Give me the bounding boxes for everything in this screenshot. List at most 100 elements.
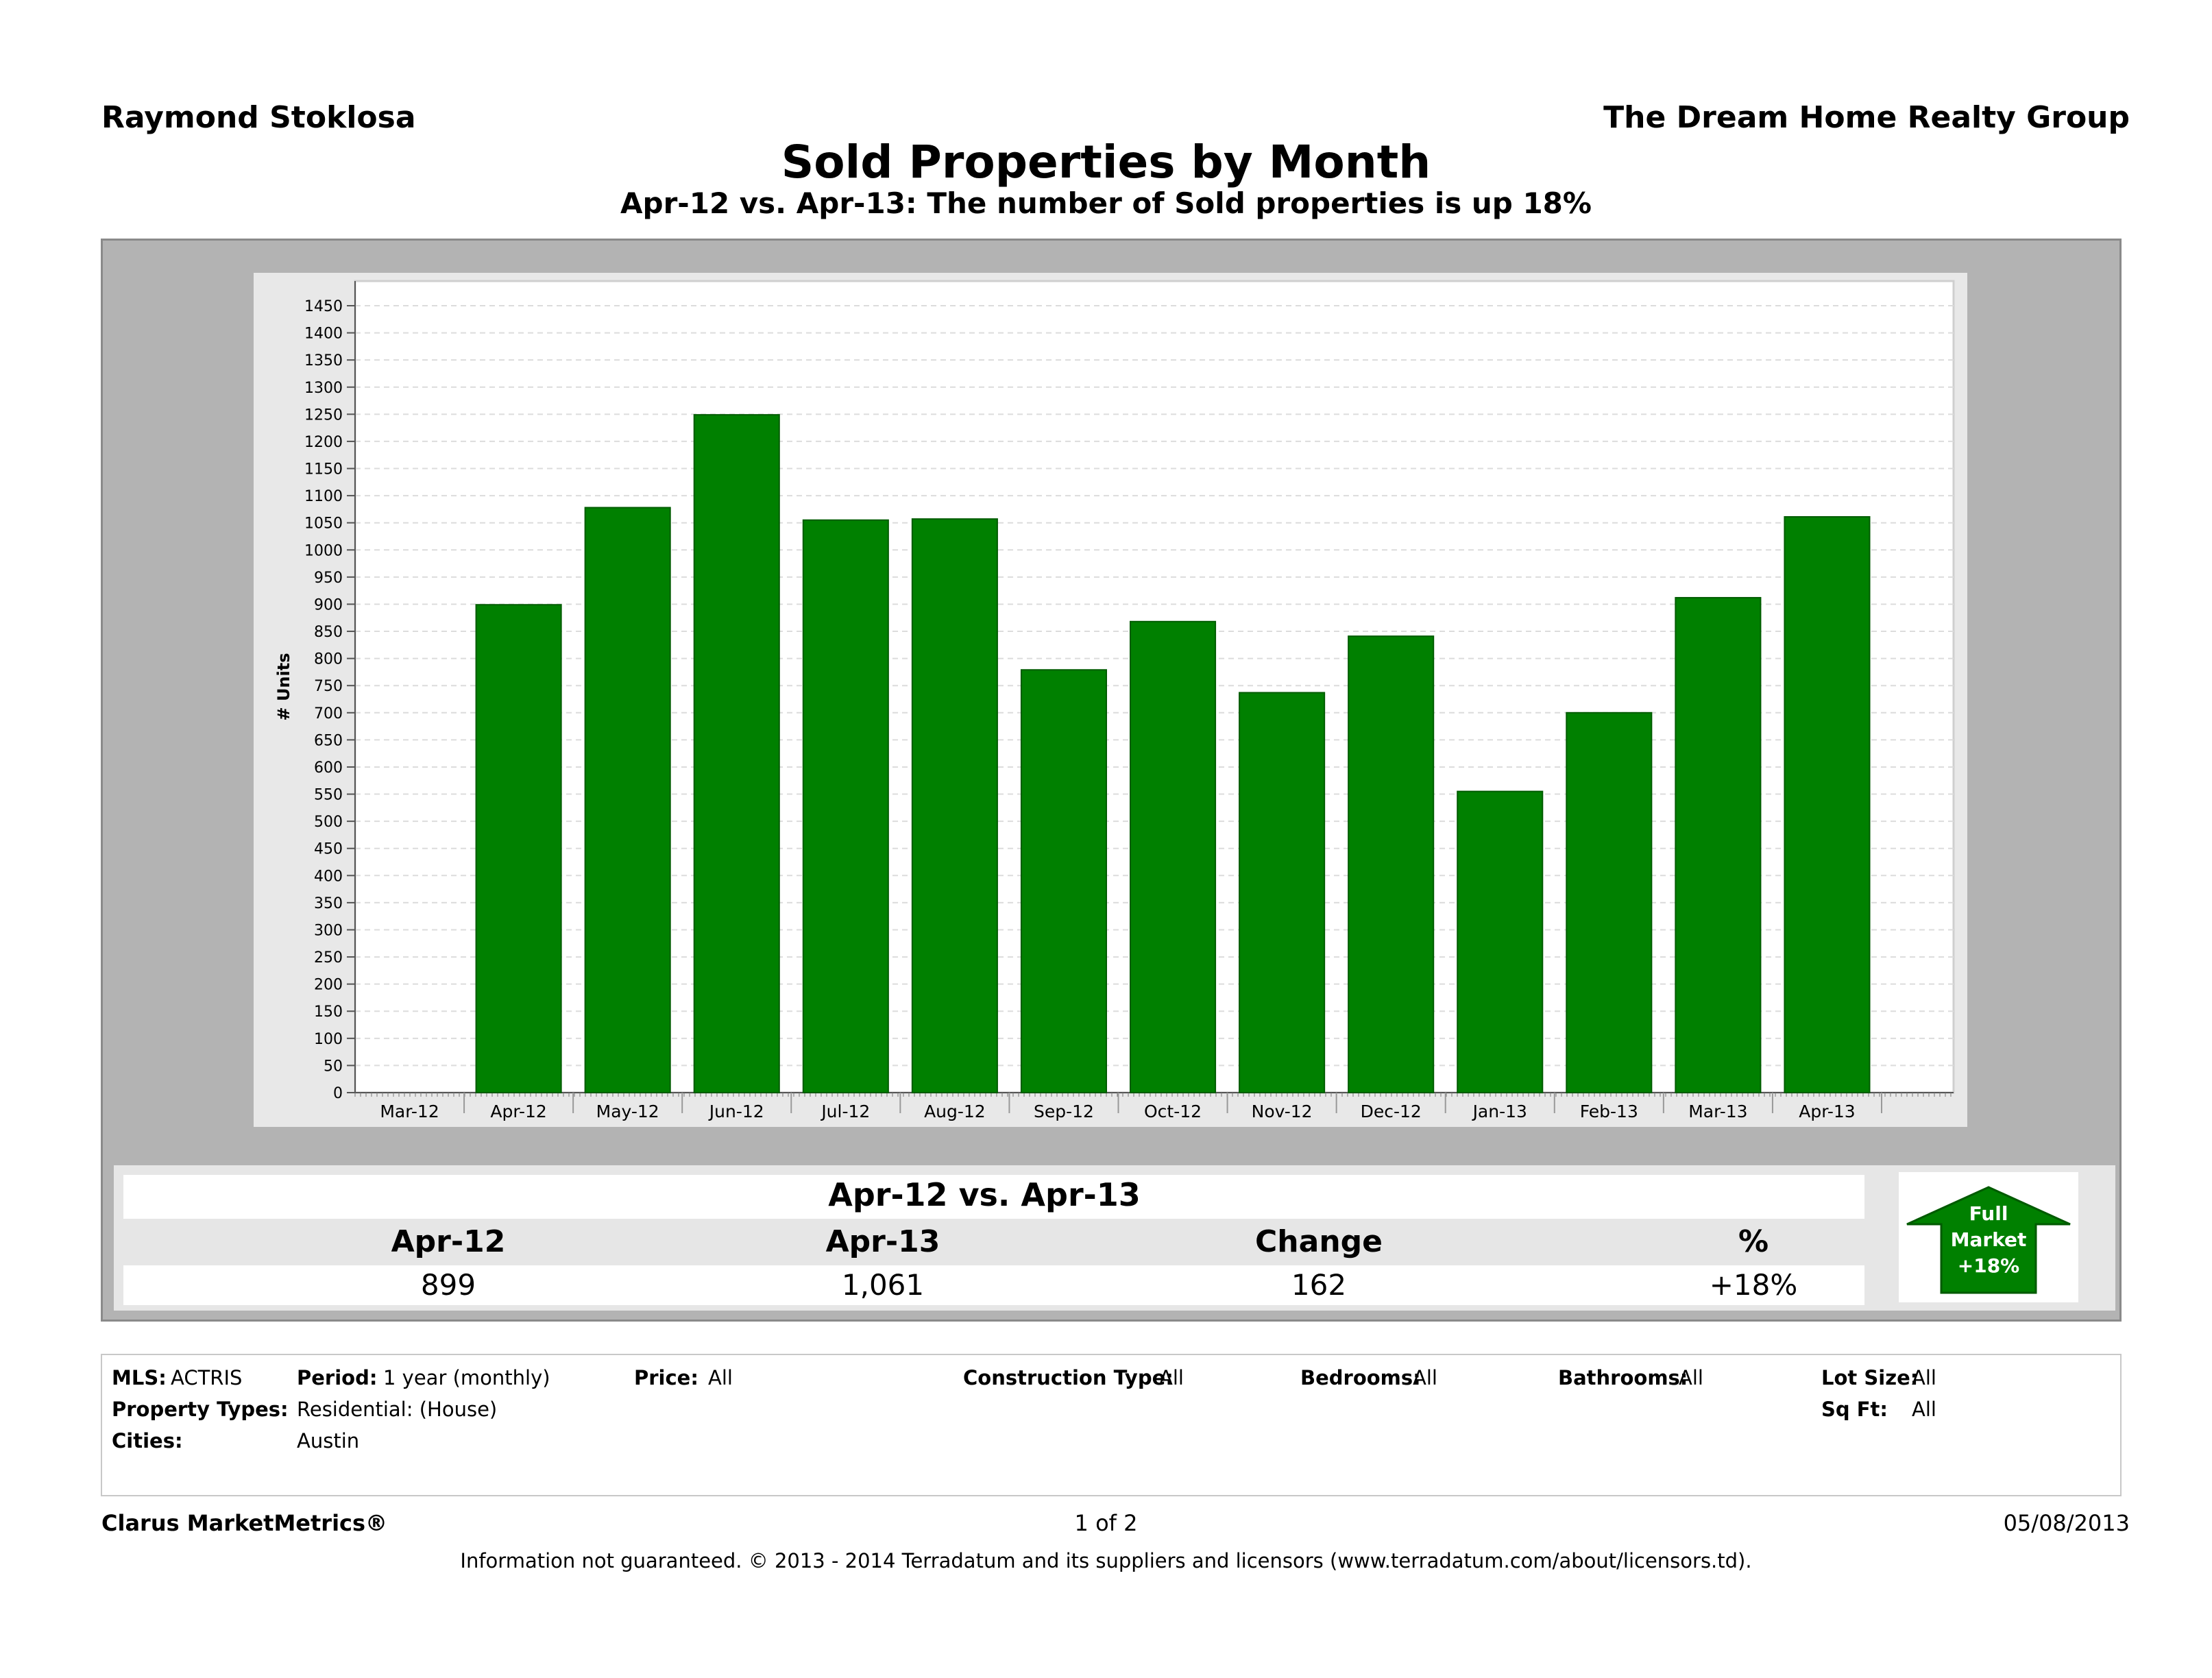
criteria-sqft-value: All [1912, 1398, 1936, 1421]
summary-value-change: 162 [1291, 1268, 1347, 1302]
criteria-proptypes-label: Property Types: [112, 1398, 289, 1421]
bar-dec-12 [1348, 635, 1435, 1093]
x-tick-label: Mar-13 [1688, 1102, 1747, 1121]
criteria-bedrooms-value: All [1413, 1366, 1437, 1389]
criteria-bathrooms-label: Bathrooms: [1558, 1366, 1688, 1389]
bar-aug-12 [911, 518, 998, 1093]
criteria-construction-value: All [1159, 1366, 1184, 1389]
footer-brand: Clarus MarketMetrics® [101, 1510, 388, 1536]
page-subtitle: Apr-12 vs. Apr-13: The number of Sold pr… [620, 186, 1592, 220]
x-tick-label: Apr-12 [490, 1102, 546, 1121]
x-tick-label: Sep-12 [1034, 1102, 1094, 1121]
summary-value-apr13: 1,061 [841, 1268, 925, 1302]
bar-mar-13 [1675, 596, 1762, 1094]
y-tick-label: 600 [314, 759, 343, 777]
y-tick-label: 350 [314, 895, 343, 912]
market-badge: Full Market +18% [1899, 1172, 2078, 1302]
footer-disclaimer: Information not guaranteed. © 2013 - 201… [460, 1549, 1752, 1572]
y-tick-label: 400 [314, 868, 343, 885]
bar-chart: 0 50 100 150 200 250 300 350 400 450 500 550 600 650 7… [274, 280, 1955, 1121]
y-tick-label: 1450 [304, 298, 343, 315]
x-tick-label: May-12 [596, 1102, 659, 1121]
y-tick-label: 750 [314, 678, 343, 695]
y-tick-label: 900 [314, 596, 343, 613]
footer-page-number: 1 of 2 [1074, 1510, 1138, 1536]
y-tick-label: 50 [324, 1058, 343, 1075]
x-tick-label: Aug-12 [924, 1102, 986, 1121]
criteria-lotsize-label: Lot Size: [1821, 1366, 1919, 1389]
criteria-construction-label: Construction Type: [963, 1366, 1174, 1389]
y-tick-label: 850 [314, 624, 343, 641]
summary-title-row [123, 1175, 1864, 1219]
bar-oct-12 [1129, 620, 1217, 1093]
y-tick-label: 800 [314, 651, 343, 668]
y-tick-label: 150 [314, 1004, 343, 1021]
criteria-lotsize-value: All [1912, 1366, 1936, 1389]
y-tick-label: 0 [333, 1085, 343, 1102]
y-tick-label: 200 [314, 977, 343, 994]
criteria-mls-value: ACTRIS [171, 1366, 243, 1389]
summary-header-percent: % [1738, 1224, 1769, 1259]
y-tick-label: 950 [314, 570, 343, 587]
y-tick-label: 1050 [304, 515, 343, 533]
y-tick-label: 1000 [304, 542, 343, 559]
company-name: The Dream Home Realty Group [1603, 100, 2130, 135]
x-tick-label: Nov-12 [1252, 1102, 1313, 1121]
summary-value-row [123, 1265, 1864, 1305]
bar-jan-13 [1457, 790, 1544, 1093]
y-tick-label: 500 [314, 814, 343, 831]
footer-date: 05/08/2013 [2003, 1510, 2130, 1536]
y-tick-label: 1100 [304, 488, 343, 505]
criteria-bathrooms-value: All [1679, 1366, 1703, 1389]
summary-title: Apr-12 vs. Apr-13 [828, 1176, 1141, 1213]
y-tick-label: 1300 [304, 380, 343, 397]
x-tick-label: Feb-13 [1580, 1102, 1638, 1121]
y-tick-label: 550 [314, 787, 343, 804]
x-tick-label: Jul-12 [820, 1102, 870, 1121]
bar-apr-12 [475, 604, 562, 1093]
page-title: Sold Properties by Month [781, 136, 1431, 189]
chart-frame: 0 50 100 150 200 250 300 350 400 450 500 550 600 650 7… [254, 273, 1967, 1127]
summary-header-apr13: Apr-13 [825, 1224, 940, 1259]
criteria-sqft-label: Sq Ft: [1821, 1398, 1888, 1421]
y-tick-label: 250 [314, 949, 343, 966]
bar-jul-12 [802, 519, 889, 1094]
criteria-cities-label: Cities: [112, 1429, 183, 1452]
badge-line-1: Full [1969, 1202, 2008, 1225]
bar-may-12 [584, 507, 671, 1094]
y-tick-label: 1250 [304, 406, 343, 424]
badge-line-2: Market [1951, 1228, 2027, 1251]
summary-header-apr12: Apr-12 [391, 1224, 506, 1259]
y-tick-label: 650 [314, 732, 343, 749]
y-tick-label: 1200 [304, 434, 343, 451]
criteria-mls-label: MLS: [112, 1366, 167, 1389]
y-tick-label: 1150 [304, 461, 343, 478]
bar-jun-12 [693, 414, 780, 1094]
y-tick-label: 450 [314, 841, 343, 858]
criteria-period-label: Period: [297, 1366, 378, 1389]
summary-table: Apr-12 vs. Apr-13 Apr-12 Apr-13 Change %… [114, 1165, 2115, 1311]
criteria-price-label: Price: [634, 1366, 698, 1389]
criteria-period-value: 1 year (monthly) [383, 1366, 550, 1389]
x-tick-label: Mar-12 [380, 1102, 439, 1121]
bar-sep-12 [1020, 669, 1108, 1093]
search-criteria: MLS: ACTRIS Period: 1 year (monthly) Pri… [101, 1354, 2122, 1496]
x-tick-label: Jun-12 [708, 1102, 764, 1121]
summary-value-percent: +18% [1709, 1268, 1798, 1302]
y-tick-label: 1400 [304, 326, 343, 343]
bar-feb-13 [1566, 712, 1653, 1093]
x-tick-label: Jan-13 [1472, 1102, 1527, 1121]
summary-value-apr12: 899 [420, 1268, 476, 1302]
summary-header-change: Change [1255, 1224, 1383, 1259]
bar-apr-13 [1784, 515, 1871, 1093]
y-tick-label: 1350 [304, 352, 343, 369]
criteria-cities-value: Austin [297, 1429, 360, 1452]
criteria-proptypes-value: Residential: (House) [297, 1398, 498, 1421]
y-tick-label: 300 [314, 922, 343, 939]
criteria-bedrooms-label: Bedrooms: [1300, 1366, 1421, 1389]
agent-name: Raymond Stoklosa [101, 100, 416, 135]
bar-nov-12 [1239, 692, 1326, 1093]
criteria-price-value: All [708, 1366, 733, 1389]
x-tick-label: Apr-13 [1799, 1102, 1855, 1121]
x-tick-label: Dec-12 [1361, 1102, 1422, 1121]
